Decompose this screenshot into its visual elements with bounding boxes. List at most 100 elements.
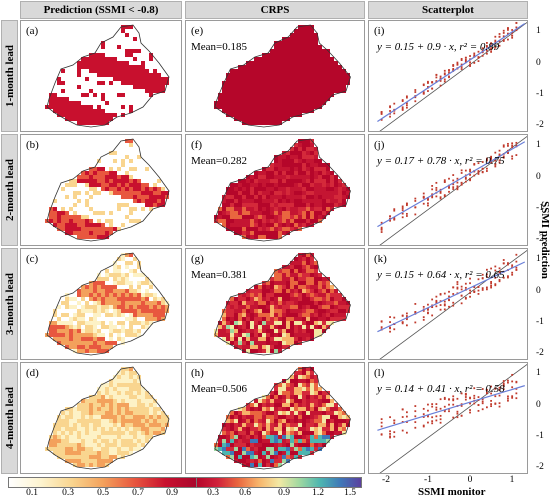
map-cell xyxy=(129,367,133,371)
map-cell xyxy=(306,53,310,57)
map-cell xyxy=(270,297,274,301)
map-cell xyxy=(65,447,69,451)
map-cell xyxy=(278,407,282,411)
scatter-point xyxy=(494,265,497,268)
map-cell xyxy=(57,337,61,341)
scatter-point xyxy=(511,155,514,158)
map-cell xyxy=(149,207,153,211)
map-cell xyxy=(113,281,117,285)
map-cell xyxy=(274,403,278,407)
map-cell xyxy=(270,109,274,113)
scatter-point xyxy=(452,179,455,182)
map-cell xyxy=(294,329,298,333)
map-cell xyxy=(113,391,117,395)
map-cell xyxy=(73,227,77,231)
map-cell xyxy=(270,285,274,289)
map-cell xyxy=(298,195,302,199)
map-cell xyxy=(306,105,310,109)
map-cell xyxy=(290,395,294,399)
map-cell xyxy=(105,439,109,443)
map-cell xyxy=(149,73,153,77)
map-cell xyxy=(266,305,270,309)
map-cell xyxy=(242,301,246,305)
map-cell xyxy=(250,215,254,219)
map-cell xyxy=(117,171,121,175)
map-cell xyxy=(117,33,121,37)
map-cell xyxy=(125,215,129,219)
map-cell xyxy=(149,403,153,407)
map-cell xyxy=(73,451,77,455)
scatter-point xyxy=(464,282,467,285)
map-cell xyxy=(322,175,326,179)
map-cell xyxy=(145,183,149,187)
map-cell xyxy=(302,105,306,109)
map-cell xyxy=(266,407,270,411)
map-cell xyxy=(137,41,141,45)
map-cell xyxy=(65,93,69,97)
map-cell xyxy=(141,163,145,167)
map-cell xyxy=(262,329,266,333)
map-cell xyxy=(302,313,306,317)
map-cell xyxy=(81,415,85,419)
map-cell xyxy=(69,419,73,423)
map-cell xyxy=(278,277,282,281)
map-cell xyxy=(258,235,262,239)
map-cell xyxy=(226,191,230,195)
map-cell xyxy=(230,183,234,187)
map-cell xyxy=(85,455,89,459)
map-cell xyxy=(302,147,306,151)
map-cell xyxy=(286,207,290,211)
map-cell xyxy=(278,301,282,305)
map-cell xyxy=(262,101,266,105)
map-cell xyxy=(109,341,113,345)
map-cell xyxy=(266,183,270,187)
crps-colorbar-tick: 1.2 xyxy=(312,488,324,498)
map-cell xyxy=(65,329,69,333)
scatter-point xyxy=(469,292,471,294)
map-cell xyxy=(129,301,133,305)
map-cell xyxy=(282,167,286,171)
map-cell xyxy=(113,427,117,431)
map-cell xyxy=(137,423,141,427)
map-cell xyxy=(290,403,294,407)
map-cell xyxy=(242,109,246,113)
scatter-point xyxy=(456,397,459,400)
map-cell xyxy=(334,407,338,411)
map-cell xyxy=(81,447,85,451)
scatter-point xyxy=(481,287,484,290)
map-cell xyxy=(65,419,69,423)
map-cell xyxy=(129,329,133,333)
map-cell xyxy=(278,333,282,337)
map-cell xyxy=(246,459,250,463)
map-cell xyxy=(318,447,322,451)
map-cell xyxy=(49,211,53,215)
map-cell xyxy=(238,317,242,321)
map-cell xyxy=(278,415,282,419)
map-cell xyxy=(89,113,93,117)
map-cell xyxy=(314,297,318,301)
map-cell xyxy=(278,313,282,317)
map-cell xyxy=(270,435,274,439)
map-cell xyxy=(145,73,149,77)
map-cell xyxy=(57,207,61,211)
map-cell xyxy=(157,191,161,195)
map-cell xyxy=(73,349,77,353)
map-cell xyxy=(266,345,270,349)
scatter-point xyxy=(481,402,484,405)
map-cell xyxy=(318,391,322,395)
map-cell xyxy=(258,117,262,121)
map-cell xyxy=(238,113,242,117)
map-cell xyxy=(274,451,278,455)
map-cell xyxy=(145,203,149,207)
map-cell xyxy=(258,415,262,419)
map-cell xyxy=(270,195,274,199)
map-cell xyxy=(141,179,145,183)
map-cell xyxy=(330,305,334,309)
map-cell xyxy=(302,379,306,383)
map-cell xyxy=(258,443,262,447)
map-cell xyxy=(141,313,145,317)
scatter-panel: (l) y = 0.14 + 0.41 · x, r² = 0.58 xyxy=(368,362,528,474)
map-cell xyxy=(85,211,89,215)
map-cell xyxy=(133,33,137,37)
map-cell xyxy=(57,431,61,435)
